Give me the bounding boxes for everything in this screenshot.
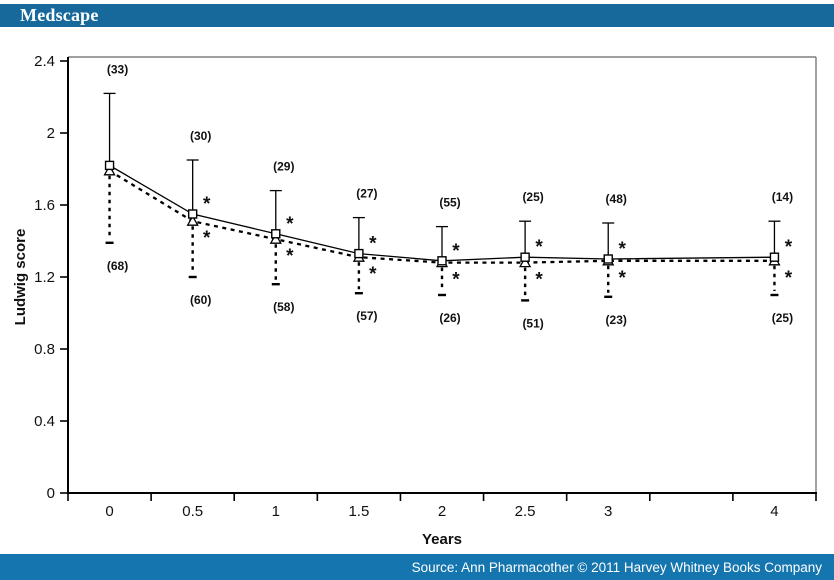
x-tick-label: 0.5 (182, 503, 203, 520)
significance-asterisk-lower: * (452, 270, 460, 291)
y-tick-label: 0.4 (34, 413, 55, 430)
significance-asterisk-lower: * (535, 270, 543, 291)
y-tick-label: 2.4 (34, 53, 55, 70)
triangle-marker (269, 232, 282, 244)
significance-asterisk-lower: * (619, 268, 627, 289)
n-below-label: (68) (107, 259, 128, 273)
x-tick-label: 0 (105, 503, 113, 520)
solid-series-line (109, 164, 775, 262)
n-below-label: (58) (273, 300, 294, 314)
square-marker (104, 160, 115, 171)
n-above-label: (30) (190, 129, 211, 143)
n-below-label: (25) (772, 311, 793, 325)
y-tick-label: 2 (47, 125, 55, 142)
header-bar: Medscape (0, 4, 834, 27)
n-above-label: (25) (522, 190, 543, 204)
x-tick-label: 1 (272, 503, 280, 520)
square-marker (603, 254, 613, 264)
x-tick-label: 2.5 (515, 503, 536, 520)
y-tick-label: 1.2 (34, 269, 55, 286)
ludwig-score-chart: 0 0.4 0.8 1.2 1.6 2 2.4 0 0.5 1 1.5 2 2.5 3 4 (33) (68) (… (12, 53, 817, 548)
significance-asterisk-lower: * (785, 268, 793, 289)
n-below-label: (51) (522, 316, 543, 330)
significance-asterisk-upper: * (203, 194, 211, 215)
n-above-label: (29) (273, 160, 294, 174)
dashed-series-line (108, 169, 775, 264)
x-tick-label: 4 (770, 503, 778, 520)
square-marker (187, 209, 198, 219)
square-marker (769, 252, 780, 262)
n-above-label: (27) (356, 187, 377, 201)
square-marker (437, 256, 447, 266)
triangle-marker (186, 214, 199, 226)
square-marker (520, 252, 530, 262)
significance-asterisk-upper: * (785, 237, 793, 258)
y-tick-label: 0.8 (34, 341, 55, 358)
n-below-label: (60) (190, 293, 211, 307)
y-tick-label: 0 (47, 485, 55, 502)
n-below-label: (23) (606, 313, 627, 327)
triangle-marker (519, 256, 532, 268)
triangle-marker (103, 164, 116, 176)
significance-asterisk-upper: * (619, 239, 627, 260)
significance-asterisk-upper: * (286, 214, 294, 235)
significance-asterisk-lower: * (286, 246, 294, 267)
x-tick-label: 1.5 (348, 503, 369, 520)
medscape-logo: Medscape (20, 5, 99, 25)
source-text: Source: Ann Pharmacother © 2011 Harvey W… (411, 559, 822, 575)
y-tick-label: 1.6 (34, 197, 55, 214)
square-marker (271, 229, 281, 239)
significance-asterisk-upper: * (369, 234, 377, 255)
n-above-label: (33) (107, 62, 128, 76)
significance-asterisk-lower: * (369, 264, 377, 285)
significance-asterisk-lower: * (203, 228, 211, 249)
x-axis-title: Years (422, 531, 462, 548)
square-marker (354, 248, 364, 259)
n-above-label: (48) (606, 192, 627, 206)
x-tick-label: 2 (438, 503, 446, 520)
significance-asterisk-upper: * (452, 241, 460, 262)
n-below-label: (57) (356, 309, 377, 323)
x-tick-label: 3 (604, 503, 612, 520)
n-below-label: (26) (439, 311, 460, 325)
n-above-label: (55) (439, 196, 460, 210)
n-above-label: (14) (772, 190, 793, 204)
footer-bar: Source: Ann Pharmacother © 2011 Harvey W… (0, 554, 834, 580)
y-axis-title: Ludwig score (12, 229, 29, 326)
significance-asterisk-upper: * (535, 237, 543, 258)
